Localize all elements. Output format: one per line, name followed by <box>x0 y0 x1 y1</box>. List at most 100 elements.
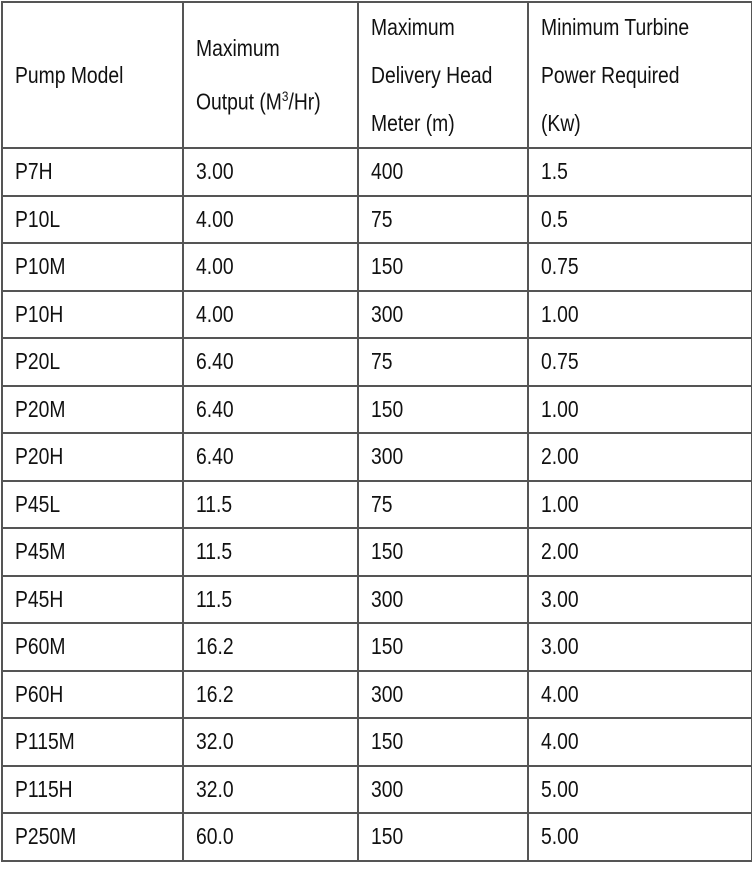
cell-min-turbine-power: 1.00 <box>527 384 752 434</box>
cell-min-turbine-power: 0.5 <box>527 194 752 244</box>
cell-min-turbine-power: 1.00 <box>527 289 752 339</box>
cell-max-output: 4.00 <box>182 242 359 292</box>
cell-text: 0.75 <box>541 348 579 375</box>
cell-text: 60.0 <box>196 823 234 850</box>
cell-text: 300 <box>371 775 404 802</box>
cell-max-delivery-head: 300 <box>357 289 529 339</box>
cell-text: 150 <box>371 253 404 280</box>
table-row: P45M 11.5 150 2.00 <box>1 527 752 577</box>
cell-pump-model: P20M <box>1 384 184 434</box>
cell-text: 2.00 <box>541 538 579 565</box>
cell-max-output: 6.40 <box>182 384 359 434</box>
cell-text: 1.00 <box>541 395 579 422</box>
cell-text: 1.5 <box>541 158 568 185</box>
table-row: P20M 6.40 150 1.00 <box>1 384 752 434</box>
cell-max-output: 32.0 <box>182 717 359 767</box>
header-max-output: Maximum Output (M3/Hr) <box>182 1 359 149</box>
cell-max-output: 4.00 <box>182 194 359 244</box>
cell-text: 300 <box>371 300 404 327</box>
cell-min-turbine-power: 5.00 <box>527 812 752 862</box>
cell-max-output: 6.40 <box>182 432 359 482</box>
cell-max-delivery-head: 150 <box>357 384 529 434</box>
cell-pump-model: P45H <box>1 574 184 624</box>
cell-max-delivery-head: 150 <box>357 527 529 577</box>
header-line: Maximum <box>196 35 280 62</box>
cell-text: 16.2 <box>196 680 234 707</box>
table-row: P115H 32.0 300 5.00 <box>1 764 752 814</box>
cell-text: P20H <box>15 443 64 470</box>
cell-text: 32.0 <box>196 728 234 755</box>
cell-text: P45H <box>15 585 64 612</box>
cell-text: 5.00 <box>541 775 579 802</box>
cell-text: P45M <box>15 538 66 565</box>
cell-max-delivery-head: 150 <box>357 242 529 292</box>
cell-min-turbine-power: 4.00 <box>527 669 752 719</box>
cell-text: 6.40 <box>196 443 234 470</box>
cell-text: 150 <box>371 728 404 755</box>
cell-min-turbine-power: 0.75 <box>527 242 752 292</box>
cell-text: 75 <box>371 490 393 517</box>
table-row: P60H 16.2 300 4.00 <box>1 669 752 719</box>
cell-text: P115M <box>15 728 75 755</box>
cell-pump-model: P115M <box>1 717 184 767</box>
cell-text: 11.5 <box>196 585 233 612</box>
cell-min-turbine-power: 1.00 <box>527 479 752 529</box>
cell-max-delivery-head: 150 <box>357 717 529 767</box>
header-line: (Kw) <box>541 110 581 136</box>
header-line: /Hr) <box>288 88 321 115</box>
cell-text: 11.5 <box>196 538 233 565</box>
cell-max-output: 16.2 <box>182 669 359 719</box>
cell-text: P20L <box>15 348 61 375</box>
cell-max-delivery-head: 300 <box>357 432 529 482</box>
cell-text: 300 <box>371 585 404 612</box>
cell-pump-model: P10M <box>1 242 184 292</box>
cell-max-output: 11.5 <box>182 574 359 624</box>
cell-max-output: 11.5 <box>182 527 359 577</box>
cell-text: 4.00 <box>196 205 234 232</box>
table-row: P20H 6.40 300 2.00 <box>1 432 752 482</box>
cell-text: 1.00 <box>541 300 579 327</box>
cell-min-turbine-power: 5.00 <box>527 764 752 814</box>
table-row: P45L 11.5 75 1.00 <box>1 479 752 529</box>
table-row: P250M 60.0 150 5.00 <box>1 812 752 862</box>
header-row: Pump Model Maximum Output (M3/Hr) Maximum… <box>1 1 752 149</box>
cell-text: P115H <box>15 775 73 802</box>
header-max-delivery-head: Maximum Delivery Head Meter (m) <box>357 1 529 149</box>
cell-text: 5.00 <box>541 823 579 850</box>
cell-min-turbine-power: 2.00 <box>527 527 752 577</box>
table-row: P10H 4.00 300 1.00 <box>1 289 752 339</box>
cell-text: P60M <box>15 633 66 660</box>
cell-text: 3.00 <box>541 633 579 660</box>
table-row: P115M 32.0 150 4.00 <box>1 717 752 767</box>
table-row: P10M 4.00 150 0.75 <box>1 242 752 292</box>
cell-text: 32.0 <box>196 775 234 802</box>
cell-text: 4.00 <box>541 728 579 755</box>
cell-max-delivery-head: 400 <box>357 147 529 197</box>
cell-text: 150 <box>371 395 404 422</box>
table-row: P7H 3.00 400 1.5 <box>1 147 752 197</box>
cell-pump-model: P60M <box>1 622 184 672</box>
cell-max-output: 11.5 <box>182 479 359 529</box>
cell-pump-model: P250M <box>1 812 184 862</box>
header-line: Output (M <box>196 88 282 115</box>
cell-text: P10M <box>15 253 66 280</box>
cell-min-turbine-power: 3.00 <box>527 622 752 672</box>
cell-max-delivery-head: 75 <box>357 194 529 244</box>
header-line: Delivery Head <box>371 62 493 88</box>
cell-max-output: 6.40 <box>182 337 359 387</box>
table-row: P10L 4.00 75 0.5 <box>1 194 752 244</box>
cell-max-delivery-head: 75 <box>357 337 529 387</box>
cell-text: 3.00 <box>196 158 234 185</box>
cell-pump-model: P45M <box>1 527 184 577</box>
header-line: Meter (m) <box>371 110 455 136</box>
cell-max-delivery-head: 300 <box>357 764 529 814</box>
cell-pump-model: P115H <box>1 764 184 814</box>
cell-pump-model: P60H <box>1 669 184 719</box>
cell-text: 6.40 <box>196 395 234 422</box>
cell-text: P250M <box>15 823 77 850</box>
cell-text: 150 <box>371 633 404 660</box>
cell-text: 0.5 <box>541 205 568 232</box>
cell-pump-model: P45L <box>1 479 184 529</box>
cell-text: P45L <box>15 490 61 517</box>
cell-text: 3.00 <box>541 585 579 612</box>
